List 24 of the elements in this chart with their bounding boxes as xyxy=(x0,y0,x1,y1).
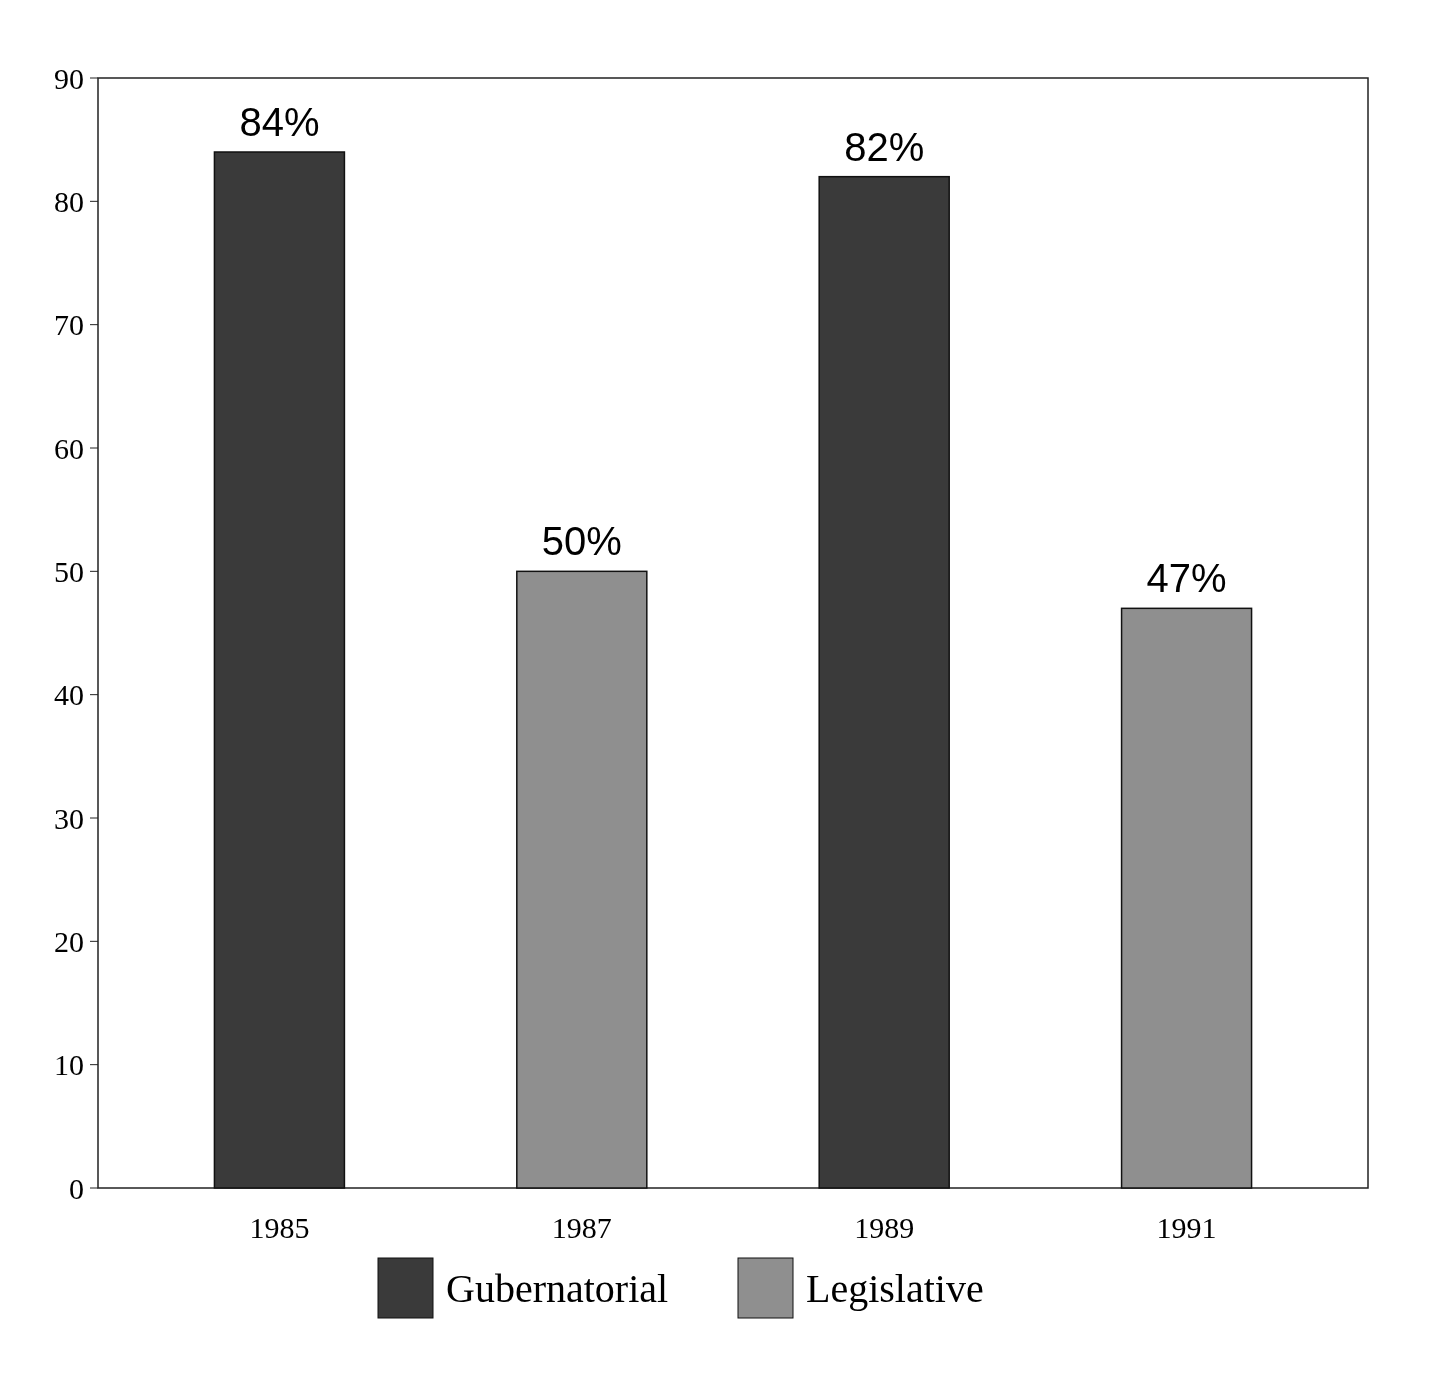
y-tick-label: 40 xyxy=(54,678,84,712)
y-tick-label: 90 xyxy=(54,61,84,95)
bar xyxy=(213,151,346,1189)
bar xyxy=(818,175,950,1189)
y-tick-label: 50 xyxy=(54,554,84,588)
bar xyxy=(1120,607,1253,1189)
data-label: 50% xyxy=(541,519,622,564)
legend-label: Gubernatorial xyxy=(446,1266,669,1311)
data-label: 47% xyxy=(1146,556,1227,601)
data-label: 84% xyxy=(239,100,320,144)
y-tick-label: 70 xyxy=(54,308,84,342)
x-tick-label: 1989 xyxy=(854,1211,915,1244)
y-tick-label: 80 xyxy=(54,184,84,218)
y-tick-label: 20 xyxy=(54,924,84,958)
y-tick-label: 30 xyxy=(54,801,84,835)
y-tick-label: 60 xyxy=(54,431,84,465)
bar xyxy=(516,570,648,1189)
y-tick-label: 0 xyxy=(69,1171,84,1205)
data-label: 82% xyxy=(844,124,925,169)
legend-label: Legislative xyxy=(806,1266,984,1311)
x-tick-label: 1987 xyxy=(551,1211,612,1244)
x-tick-label: 1991 xyxy=(1156,1211,1217,1244)
x-tick-label: 1985 xyxy=(249,1211,310,1244)
y-tick-label: 10 xyxy=(54,1048,84,1082)
